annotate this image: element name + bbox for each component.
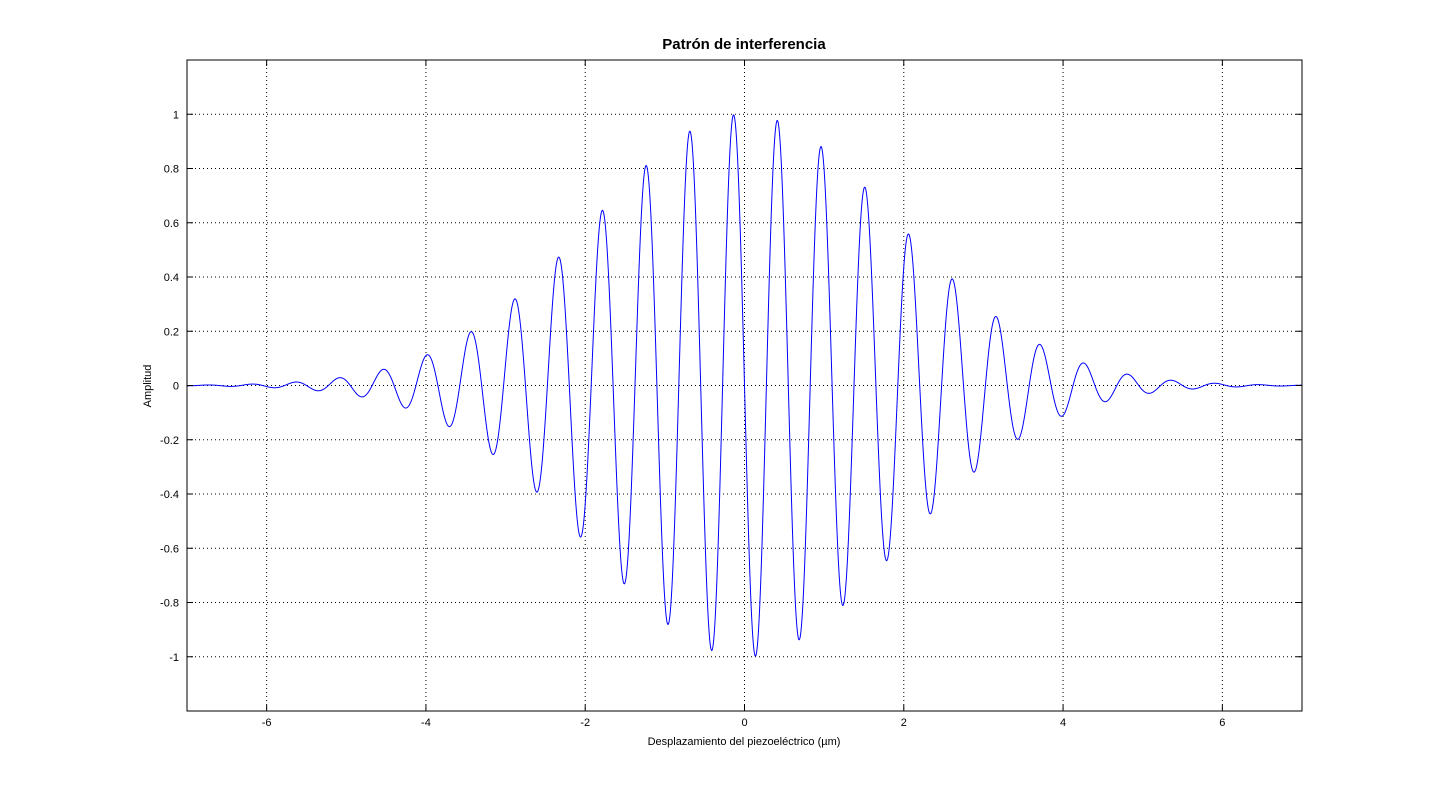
x-tick-label: 6 (1219, 717, 1225, 729)
x-tick-label: 0 (741, 717, 747, 729)
y-tick-label: -0.4 (160, 489, 179, 501)
axis-ticks (187, 60, 1302, 711)
x-tick-label: 2 (901, 717, 907, 729)
y-tick-label: -0.2 (160, 435, 179, 447)
grid-lines (187, 60, 1302, 711)
y-tick-label: 0.2 (164, 326, 179, 338)
y-tick-label: 0.4 (164, 272, 179, 284)
series-layer (187, 114, 1302, 657)
y-tick-label: 1 (173, 109, 179, 121)
y-axis-label: Amplitud (142, 365, 154, 408)
y-tick-label: 0.6 (164, 218, 179, 230)
y-tick-labels: 1 0.8 0.6 0.4 0.2 0 -0.2 -0.4 -0.6 -0.8 -1 (160, 109, 179, 664)
x-tick-label: -2 (580, 717, 590, 729)
series-line (187, 114, 1302, 657)
y-tick-label: -0.6 (160, 543, 179, 555)
x-axis-label: Desplazamiento del piezoeléctrico (µm) (648, 736, 841, 748)
y-tick-label: 0 (173, 381, 179, 393)
x-tick-labels: -6 -4 -2 0 2 4 6 (262, 717, 1226, 729)
x-tick-label: -4 (421, 717, 431, 729)
x-tick-label: 4 (1060, 717, 1066, 729)
x-tick-label: -6 (262, 717, 272, 729)
y-tick-label: -0.8 (160, 598, 179, 610)
y-tick-label: -1 (169, 652, 179, 664)
chart-title: Patrón de interferencia (662, 36, 826, 53)
y-tick-label: 0.8 (164, 164, 179, 176)
